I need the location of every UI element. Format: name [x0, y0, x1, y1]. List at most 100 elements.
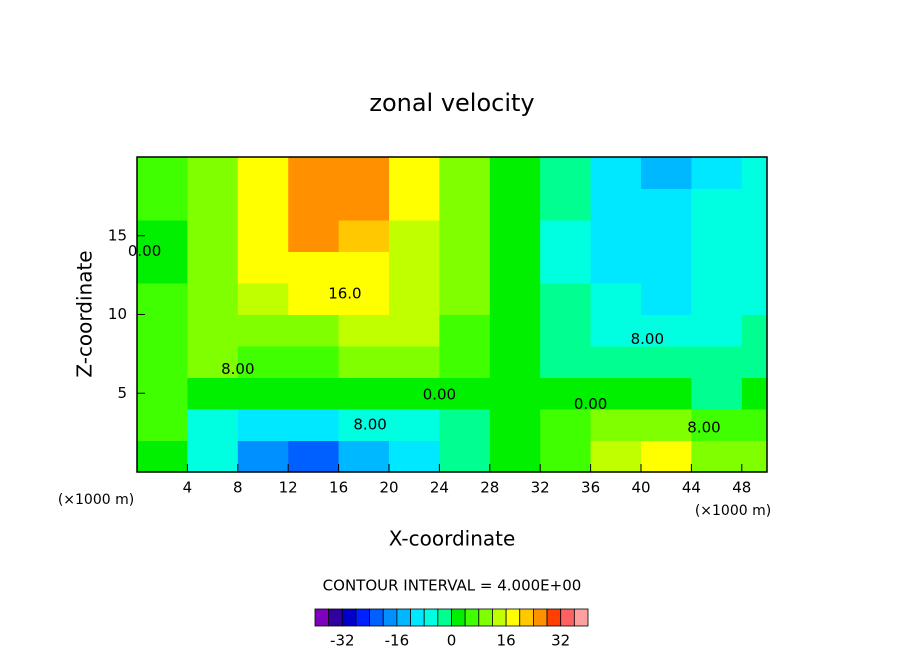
contour-cell: [590, 409, 642, 441]
contour-cell: [540, 440, 592, 472]
colorbar-tick-label: 16: [497, 632, 516, 650]
contour-cell: [137, 188, 188, 221]
contour-cell: [741, 377, 767, 410]
contour-label: 8.00: [221, 360, 254, 378]
contour-label: 8.00: [687, 418, 720, 436]
contour-cell: [489, 220, 541, 252]
x-tick-label: 8: [233, 479, 243, 497]
contour-cell: [489, 314, 541, 347]
x-tick-label: 48: [732, 479, 751, 497]
contour-cell: [641, 220, 692, 252]
contour-cell: [137, 157, 188, 189]
contour-cell: [338, 314, 390, 347]
contour-label: 0.00: [128, 242, 161, 260]
contour-cell: [691, 377, 743, 410]
colorbar-box: [437, 608, 452, 627]
contour-cell: [389, 220, 440, 252]
colorbar-tick-label: -16: [385, 632, 410, 650]
contour-cell: [237, 409, 289, 441]
contour-cell: [691, 220, 743, 252]
contour-cell: [590, 283, 642, 315]
colorbar-box: [533, 608, 548, 627]
contour-cell: [237, 220, 289, 252]
contour-cell: [288, 314, 340, 347]
contour-cell: [237, 188, 289, 221]
contour-cell: [439, 314, 491, 347]
contour-interval: CONTOUR INTERVAL = 4.000E+00: [323, 577, 582, 595]
colorbar-tick-label: 0: [447, 632, 457, 650]
contour-cell: [691, 440, 743, 472]
contour-cell: [439, 283, 491, 315]
x-tick-label: 44: [682, 479, 701, 497]
contour-cell: [489, 409, 541, 441]
contour-cell: [439, 346, 491, 378]
contour-cell: [288, 409, 340, 441]
contour-cell: [741, 157, 767, 189]
contour-cell: [489, 157, 541, 189]
contour-cell: [137, 314, 188, 347]
contour-label: 8.00: [631, 330, 664, 348]
contour-cell: [137, 377, 188, 410]
contour-cell: [137, 440, 188, 472]
y-tick-label: 15: [108, 226, 127, 244]
contour-cell: [137, 220, 188, 252]
contour-cell: [237, 157, 289, 189]
contour-cell: [590, 188, 642, 221]
colorbar-box: [505, 608, 521, 627]
contour-cell: [691, 314, 743, 347]
colorbar-box: [328, 608, 343, 627]
contour-cell: [137, 409, 188, 441]
contour-cell: [489, 377, 541, 410]
colorbar-box: [478, 608, 493, 627]
contour-cell: [540, 188, 592, 221]
contour-cell: [338, 220, 390, 252]
colorbar-box: [382, 608, 398, 627]
contour-cell: [288, 157, 340, 189]
contour-cell: [540, 377, 592, 410]
contour-cell: [338, 409, 390, 441]
y-tick-label: 10: [108, 305, 127, 323]
contour-cell: [389, 346, 440, 378]
contour-cell: [439, 409, 491, 441]
y-axis-label: Z-coordinate: [73, 250, 97, 377]
contour-cell: [641, 440, 692, 472]
contour-cell: [288, 346, 340, 378]
contour-cell: [187, 440, 239, 472]
y-tick-label: 5: [117, 384, 127, 402]
colorbar-box: [341, 608, 357, 627]
contour-cell: [237, 314, 289, 347]
contour-cell: [741, 440, 767, 472]
contour-cell: [187, 314, 239, 347]
contour-cell: [540, 251, 592, 284]
contour-cell: [439, 157, 491, 189]
contour-cell: [389, 377, 440, 410]
colorbar-box: [369, 608, 384, 627]
contour-cell: [489, 188, 541, 221]
contour-cell: [338, 346, 390, 378]
contour-cell: [540, 283, 592, 315]
contour-cell: [237, 251, 289, 284]
contour-field: [137, 157, 767, 472]
contour-cell: [590, 346, 642, 378]
x-tick-label: 4: [183, 479, 193, 497]
contour-cell: [187, 157, 239, 189]
contour-cell: [338, 377, 390, 410]
contour-cell: [338, 440, 390, 472]
colorbar-box: [492, 608, 507, 627]
contour-cell: [288, 283, 340, 315]
contour-cell: [590, 157, 642, 189]
x-tick-label: 32: [531, 479, 550, 497]
colorbar-box: [314, 608, 330, 627]
contour-cell: [389, 440, 440, 472]
contour-cell: [187, 251, 239, 284]
contour-cell: [389, 314, 440, 347]
colorbar-box: [560, 608, 575, 627]
colorbar-box: [396, 608, 411, 627]
contour-cell: [389, 157, 440, 189]
x-unit-label: (×1000 m): [695, 503, 771, 519]
colorbar-box: [355, 608, 371, 627]
contour-cell: [338, 157, 390, 189]
contour-cell: [641, 188, 692, 221]
colorbar-box: [464, 608, 480, 627]
x-tick-label: 40: [631, 479, 650, 497]
